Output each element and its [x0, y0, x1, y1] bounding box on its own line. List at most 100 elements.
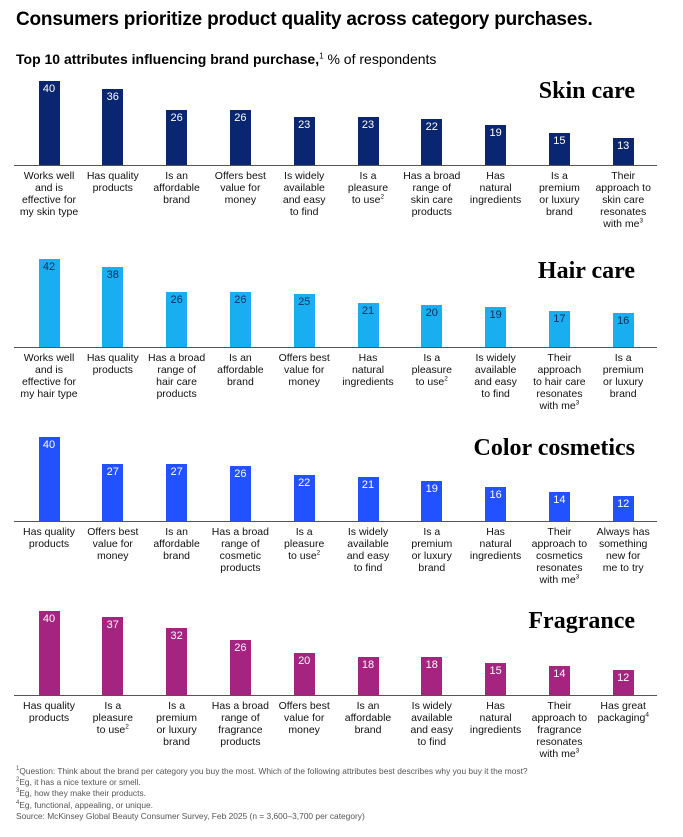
chart-baseline [14, 521, 657, 522]
chart-baseline [14, 347, 657, 348]
category-label: Has natural ingredients [469, 526, 522, 562]
bar-value-label: 14 [553, 668, 566, 680]
category-label: Is widely available and easy to find [410, 700, 454, 748]
category-label: Has quality products [86, 352, 139, 376]
chart-panel-title: Color cosmetics [473, 435, 635, 461]
bar-value-label: 20 [298, 655, 311, 667]
category-label: Their approach to hair care resonates with m… [533, 352, 586, 412]
category-label: Is a pleasure to use2 [411, 352, 452, 388]
category-label: Is a pleasure to use2 [347, 170, 389, 206]
bar [548, 492, 570, 521]
bar [612, 313, 634, 347]
footnote: 2Eg, it has a nice texture or smell. [16, 777, 141, 788]
category-label: Is an affordable brand [153, 526, 200, 562]
bar [293, 653, 315, 695]
category-label: Has natural ingredients [469, 170, 522, 206]
bar-value-label: 26 [170, 112, 183, 124]
footnote: 3Eg, how they make their products. [16, 788, 146, 799]
bar [612, 496, 634, 521]
category-label: Is an affordable brand [217, 352, 264, 388]
chart-panel-title: Hair care [537, 258, 635, 284]
bar-value-label: 16 [617, 315, 630, 327]
bar [548, 666, 570, 695]
category-label: Offers best value for money [278, 700, 330, 736]
bar-value-label: 14 [553, 494, 566, 506]
category-label: Has a broad range of hair care products [147, 352, 206, 400]
bar-value-label: 40 [42, 439, 56, 451]
bar [38, 259, 60, 347]
chart-subtitle: Top 10 attributes influencing brand purc… [16, 51, 436, 67]
bar [421, 305, 443, 347]
category-label: Works well and is effective for my skin typ… [19, 170, 79, 218]
bar [229, 640, 251, 695]
bar-value-label: 36 [106, 91, 119, 103]
bar-value-label: 12 [617, 672, 630, 684]
category-label: Their approach to cosmetics resonates with m… [531, 526, 588, 586]
bar [38, 611, 60, 695]
category-label: Is a premium or luxury brand [156, 700, 198, 748]
category-label: Always has something new for me to try [596, 526, 650, 574]
bar [612, 138, 634, 165]
bar [166, 628, 188, 695]
bar-value-label: 12 [617, 498, 630, 510]
bar [485, 125, 507, 165]
bar [38, 437, 60, 521]
bar-value-label: 19 [489, 127, 502, 139]
bar-value-label: 38 [106, 269, 119, 281]
category-label: Offers best value for money [87, 526, 139, 562]
bar-value-label: 23 [361, 119, 375, 131]
category-label: Has quality products [86, 170, 139, 194]
footnote: 1Question: Think about the brand per cat… [16, 766, 528, 776]
bar [166, 110, 188, 165]
bar-value-label: 18 [425, 659, 438, 671]
footnotes: 1Question: Think about the brand per cat… [16, 766, 528, 822]
category-label: Has a broad range of skin care products [403, 170, 461, 218]
bar [229, 110, 251, 165]
category-label: Is an affordable brand [344, 700, 392, 736]
category-label: Is widely available and easy to find [282, 170, 326, 218]
category-label: Has a broad range of fragrance products [211, 700, 269, 748]
chart-baseline [14, 695, 657, 696]
category-label: Their approach to fragrance resonates with m… [531, 700, 588, 760]
bar-value-label: 23 [298, 119, 311, 131]
category-label: Has quality products [23, 526, 75, 550]
bar [166, 292, 188, 347]
category-label: Their approach to skin care resonates with m… [595, 170, 651, 230]
bar-value-label: 25 [298, 296, 311, 308]
bar-value-label: 19 [425, 483, 438, 495]
footnote: 4Eg, functional, appealing, or unique. [16, 799, 153, 810]
bar-value-label: 32 [170, 630, 183, 642]
bar-value-label: 26 [234, 112, 247, 124]
bar-value-label: 21 [361, 479, 375, 491]
bar-value-label: 26 [234, 294, 247, 306]
bar-value-label: 13 [617, 140, 630, 152]
category-label: Is a pleasure to use2 [284, 526, 325, 562]
category-label: Has quality products [23, 700, 75, 724]
bar [485, 663, 507, 695]
bar-value-label: 22 [425, 121, 438, 133]
bar-value-label: 16 [489, 489, 502, 501]
bar-value-label: 22 [298, 477, 311, 489]
bar [102, 464, 124, 521]
bar-value-label: 42 [42, 261, 56, 273]
bar-value-label: 27 [170, 466, 183, 478]
bar [38, 81, 60, 165]
bar-value-label: 19 [489, 309, 502, 321]
chart-panel-title: Skin care [538, 78, 635, 104]
bar-value-label: 26 [170, 294, 183, 306]
category-label: Offers best value for money [278, 352, 330, 388]
category-label: Has a broad range of cosmetic products [211, 526, 269, 574]
bar [548, 311, 570, 347]
chart-panel-title: Fragrance [528, 608, 635, 634]
category-label: Is a premium or luxury brand [538, 170, 580, 218]
category-label: Has natural ingredients [469, 700, 522, 736]
footnote: Source: McKinsey Global Beauty Consumer … [16, 810, 365, 821]
category-label: Works well and is effective for my hair typ… [20, 352, 78, 400]
bar-value-label: 17 [553, 313, 566, 325]
bar [166, 464, 188, 521]
bar-value-label: 26 [234, 642, 247, 654]
category-label: Has great packaging4 [597, 700, 649, 724]
bar [293, 117, 315, 165]
bar-value-label: 40 [42, 613, 56, 625]
bar-value-label: 40 [42, 83, 56, 95]
